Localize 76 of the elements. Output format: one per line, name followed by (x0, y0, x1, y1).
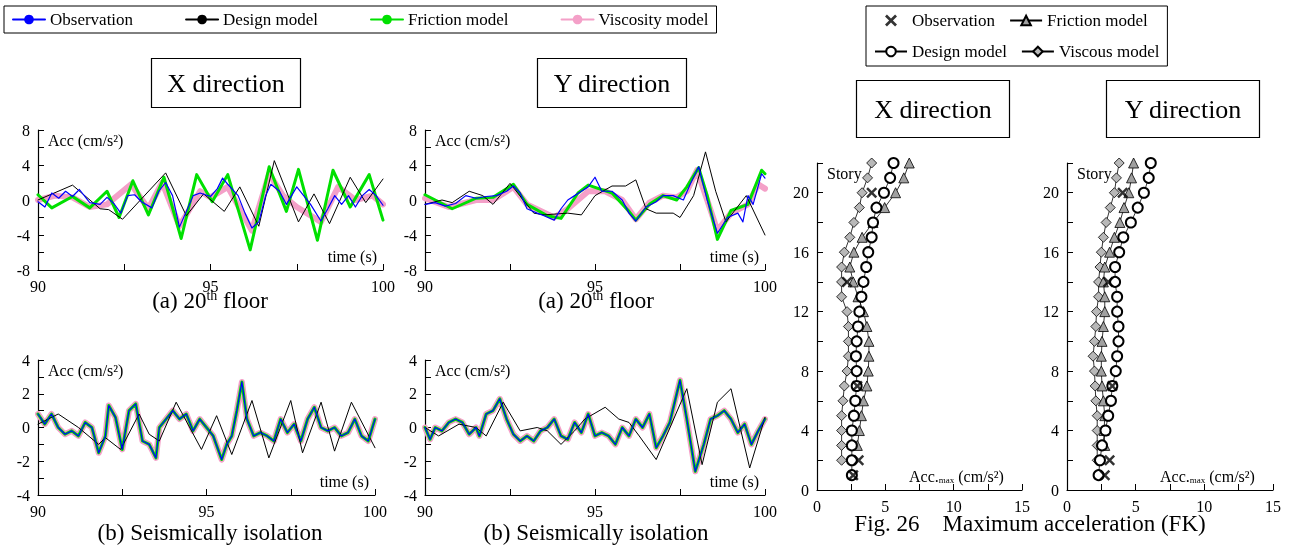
y-tick-label: 0 (22, 419, 30, 436)
chart-title: Y direction (1124, 94, 1242, 124)
y-tick-label: -2 (16, 452, 30, 470)
x-tick-label: 90 (30, 277, 46, 295)
y-tick-label: 12 (1043, 303, 1059, 321)
y-tick-label: 16 (793, 243, 809, 261)
y-tick-label: 2 (22, 385, 30, 403)
y-tick-label: 0 (409, 419, 417, 436)
legend-label: Friction model (407, 10, 509, 29)
y-axis-title: Story (827, 164, 862, 183)
x-axis-title: Acc.max (cm/s²) (1160, 467, 1255, 486)
legend-label: Viscous model (1058, 42, 1160, 61)
y-tick-label: 0 (409, 191, 417, 209)
y-tick-label: 4 (409, 156, 417, 174)
x-tick-label: 100 (363, 502, 387, 520)
x-tick-label: 100 (753, 277, 777, 295)
legend-label: Design model (223, 10, 319, 29)
y-tick-label: 8 (801, 362, 809, 380)
x-tick-label: 10 (1196, 497, 1213, 515)
x-tick-label: 90 (417, 277, 433, 295)
y-tick-label: 8 (22, 121, 30, 139)
y-tick-label: -8 (403, 261, 417, 279)
y-tick-label: 0 (1051, 481, 1059, 499)
x-tick-label: 5 (881, 497, 890, 515)
x-axis-title: time (s) (709, 472, 760, 491)
legend-label: Viscosity model (598, 10, 709, 29)
chart-title: X direction (167, 68, 285, 98)
chart-title: Y direction (553, 68, 671, 98)
y-tick-label: -4 (403, 486, 417, 504)
y-tick-label: 4 (801, 422, 809, 440)
legend-label: Observation (912, 11, 996, 30)
y-axis-title: Acc (cm/s²) (48, 361, 124, 380)
x-axis-title: Acc.max (cm/s²) (909, 467, 1004, 486)
y-tick-label: -2 (403, 452, 417, 470)
x-tick-label: 100 (371, 277, 395, 295)
y-tick-label: 4 (22, 351, 30, 369)
text: (b) Seismically isolation (483, 519, 709, 545)
y-axis-title: Acc (cm/s²) (435, 361, 511, 380)
chart-title: X direction (874, 94, 992, 124)
x-axis-title: time (s) (319, 472, 370, 491)
x-tick-label: 15 (1265, 497, 1281, 515)
y-tick-label: 0 (801, 481, 809, 499)
y-tick-label: -4 (16, 486, 30, 504)
x-tick-label: 5 (1131, 497, 1140, 515)
x-tick-label: 100 (753, 502, 777, 520)
x-axis-title: time (s) (709, 247, 760, 266)
x-tick-label: 0 (813, 497, 821, 515)
y-tick-label: -8 (16, 261, 30, 279)
y-tick-label: 8 (409, 121, 417, 139)
y-tick-label: 4 (409, 351, 417, 369)
y-tick-label: 4 (22, 156, 30, 174)
x-tick-label: 95 (198, 502, 215, 520)
x-tick-label: 90 (30, 502, 46, 520)
legend-label: Observation (50, 10, 134, 29)
y-tick-label: 20 (793, 184, 809, 202)
y-tick-label: -4 (403, 226, 417, 244)
y-axis-title: Acc (cm/s²) (435, 131, 511, 150)
x-tick-label: 10 (945, 497, 962, 515)
y-tick-label: 4 (1051, 422, 1059, 440)
y-tick-label: 0 (22, 191, 30, 209)
x-tick-label: 90 (417, 502, 433, 520)
y-tick-label: 16 (1043, 243, 1059, 261)
y-tick-label: 8 (1051, 362, 1059, 380)
y-tick-label: -4 (16, 226, 30, 244)
x-tick-label: 15 (1014, 497, 1030, 515)
x-axis-title: time (s) (327, 247, 378, 266)
x-tick-label: 95 (587, 502, 603, 520)
x-tick-label: 0 (1063, 497, 1071, 515)
legend-label: Design model (912, 42, 1008, 61)
y-tick-label: 20 (1043, 184, 1059, 202)
text: (b) Seismically isolation (97, 519, 323, 545)
legend-label: Friction model (1047, 11, 1148, 30)
y-tick-label: 2 (409, 385, 417, 403)
y-axis-title: Story (1077, 164, 1112, 183)
y-axis-title: Acc (cm/s²) (48, 131, 124, 150)
y-tick-label: 12 (793, 303, 809, 321)
